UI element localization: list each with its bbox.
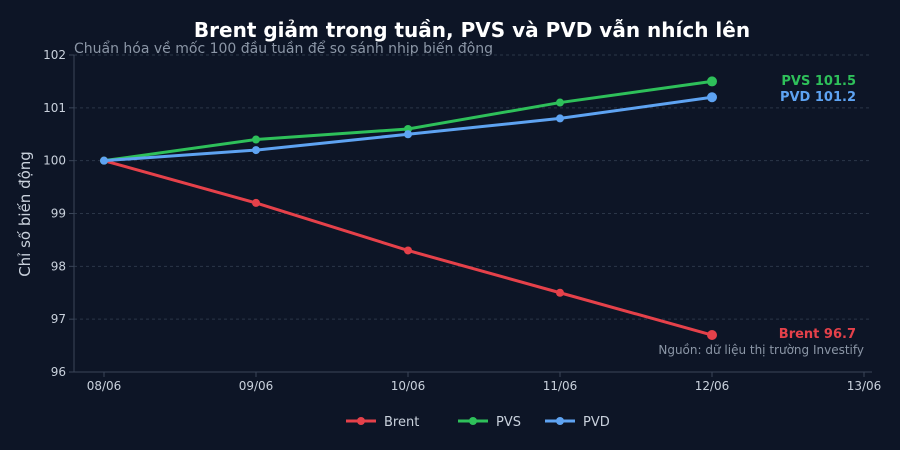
data-point bbox=[404, 246, 412, 255]
series-group bbox=[100, 76, 717, 341]
data-point bbox=[707, 92, 717, 103]
data-point bbox=[404, 130, 412, 139]
y-tick-label: 97 bbox=[51, 312, 66, 326]
chart-title: Brent giảm trong tuần, PVS và PVD vẫn nh… bbox=[194, 18, 750, 42]
legend: Brent PVS PVD bbox=[346, 415, 610, 430]
y-axis-label: Chỉ số biến động bbox=[16, 151, 34, 277]
end-label-pvd: PVD 101.2 bbox=[780, 90, 856, 105]
series-brent bbox=[100, 156, 717, 341]
grid bbox=[74, 54, 872, 320]
data-point bbox=[252, 146, 260, 155]
data-point bbox=[707, 330, 717, 341]
legend-label: PVD bbox=[583, 415, 610, 430]
x-tick-label: 09/06 bbox=[239, 379, 274, 393]
end-label-pvs: PVS 101.5 bbox=[781, 74, 856, 89]
x-tick-label: 13/06 bbox=[847, 379, 882, 393]
x-tick-label: 08/06 bbox=[87, 379, 122, 393]
chart-subtitle: Chuẩn hóa về mốc 100 đầu tuần để so sánh… bbox=[74, 40, 493, 57]
y-tick-label: 102 bbox=[43, 48, 66, 62]
axes: 96 97 98 99 100 101 102 08/06 09/06 10/06 11/06 12/… bbox=[43, 48, 881, 393]
series-line-pvs bbox=[102, 79, 714, 163]
x-tick-label: 10/06 bbox=[391, 379, 426, 393]
legend-marker bbox=[357, 417, 365, 425]
legend-item-brent[interactable]: Brent bbox=[346, 415, 419, 430]
series-pvs bbox=[100, 76, 717, 165]
data-point bbox=[252, 198, 260, 207]
y-tick-label: 96 bbox=[51, 365, 66, 379]
data-point bbox=[556, 98, 564, 107]
y-tick-label: 99 bbox=[51, 207, 66, 221]
data-point bbox=[707, 76, 717, 87]
source-note: Nguồn: dữ liệu thị trường Investify bbox=[658, 343, 864, 357]
y-tick-label: 100 bbox=[43, 154, 66, 168]
legend-marker bbox=[556, 417, 564, 425]
y-tick-label: 101 bbox=[43, 101, 66, 115]
data-point bbox=[100, 156, 108, 165]
end-label-brent: Brent 96.7 bbox=[779, 327, 856, 342]
legend-item-pvd[interactable]: PVD bbox=[545, 415, 610, 430]
y-tick-label: 98 bbox=[51, 259, 66, 273]
legend-item-pvs[interactable]: PVS bbox=[458, 415, 521, 430]
x-tick-label: 12/06 bbox=[695, 379, 730, 393]
data-point bbox=[556, 114, 564, 123]
x-tick-label: 11/06 bbox=[543, 379, 578, 393]
data-point bbox=[556, 288, 564, 297]
legend-marker bbox=[469, 417, 477, 425]
legend-label: Brent bbox=[384, 415, 419, 430]
legend-label: PVS bbox=[496, 415, 521, 430]
series-pvd bbox=[100, 92, 717, 165]
data-point bbox=[252, 135, 260, 144]
